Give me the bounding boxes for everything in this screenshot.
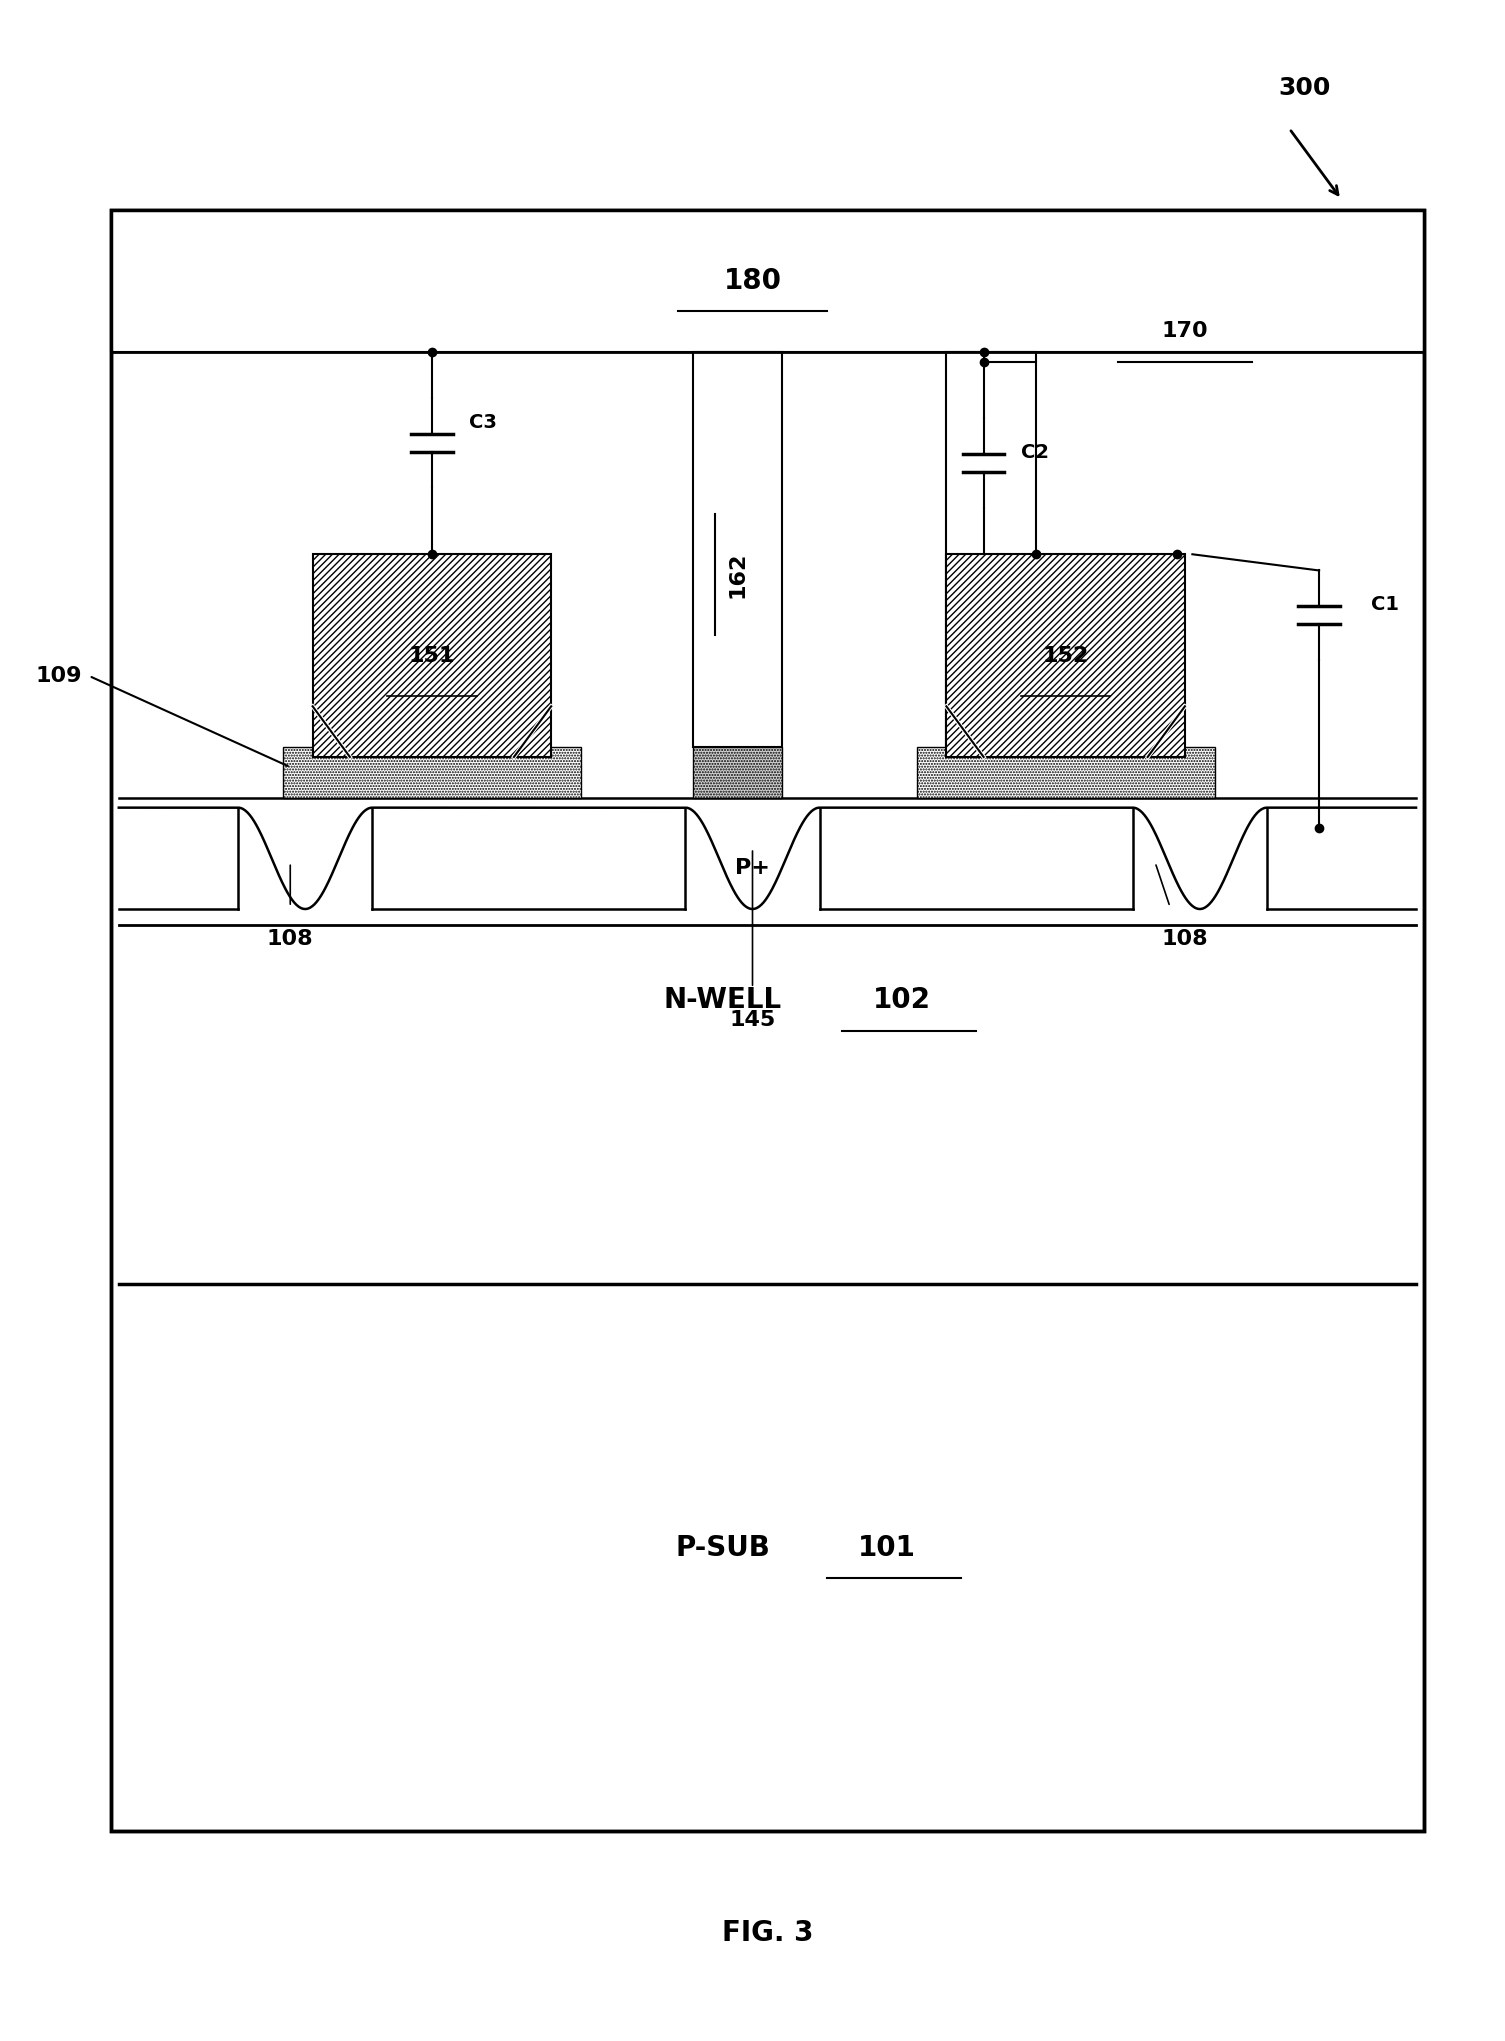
Text: 151: 151 xyxy=(409,645,455,665)
Bar xyxy=(283,747,581,798)
Bar xyxy=(111,210,1424,1831)
Text: C1: C1 xyxy=(1371,596,1400,614)
Bar xyxy=(947,351,1035,747)
Text: 109: 109 xyxy=(36,665,83,686)
Text: 180: 180 xyxy=(724,267,781,294)
Text: C2: C2 xyxy=(1020,443,1049,463)
Bar xyxy=(111,210,1424,1831)
Text: 170: 170 xyxy=(1162,320,1209,341)
Bar xyxy=(313,555,551,757)
Text: FIG. 3: FIG. 3 xyxy=(722,1919,813,1947)
Text: 101: 101 xyxy=(858,1533,915,1561)
Text: C3: C3 xyxy=(470,412,497,433)
Text: N-WELL: N-WELL xyxy=(664,986,781,1014)
Bar xyxy=(947,555,1184,757)
Text: 108: 108 xyxy=(1162,929,1209,949)
Bar xyxy=(917,747,1215,798)
Bar xyxy=(692,351,783,747)
Text: 152: 152 xyxy=(1043,645,1088,665)
Text: 300: 300 xyxy=(1278,76,1330,100)
Bar xyxy=(111,210,1424,351)
Text: 145: 145 xyxy=(730,1010,775,1031)
Text: 102: 102 xyxy=(873,986,930,1014)
Bar xyxy=(692,747,783,798)
Text: P+: P+ xyxy=(734,859,771,878)
Text: 162: 162 xyxy=(727,551,748,598)
Text: P-SUB: P-SUB xyxy=(676,1533,771,1561)
Text: 108: 108 xyxy=(266,929,313,949)
